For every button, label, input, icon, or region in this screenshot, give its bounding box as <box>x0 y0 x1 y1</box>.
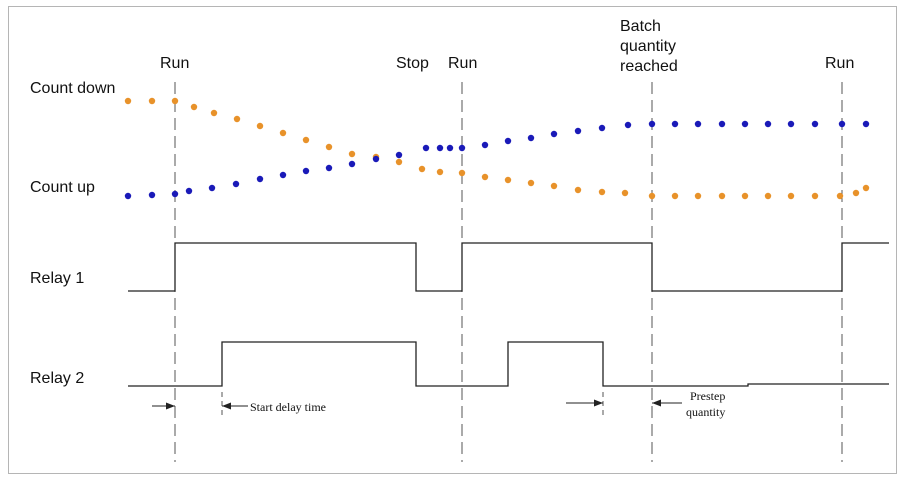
row-label-relay-1: Relay 1 <box>30 270 85 287</box>
prestep-arrowhead-right <box>652 399 661 407</box>
row-label-count-up: Count up <box>30 179 95 196</box>
count-up-dot <box>348 160 356 168</box>
count-up-dot <box>422 144 430 152</box>
prestep-label-line1: Prestep <box>690 389 726 403</box>
count-up-dot <box>279 171 287 179</box>
count-down-dot <box>458 169 466 177</box>
count-down-dot <box>171 97 179 105</box>
count-down-dot <box>190 103 198 111</box>
event-batch-line1: Batch <box>620 18 661 35</box>
count-up-dot <box>574 127 582 135</box>
event-run-1-label: Run <box>160 55 190 72</box>
count-down-dot <box>574 186 582 194</box>
count-up-dot <box>208 184 216 192</box>
count-down-dot <box>395 158 403 166</box>
count-down-dot <box>836 192 844 200</box>
count-down-dot <box>504 176 512 184</box>
count-down-dot <box>671 192 679 200</box>
count-down-dot <box>325 143 333 151</box>
count-up-dot <box>648 120 656 128</box>
event-batch-line3: reached <box>620 58 678 75</box>
count-up-dot <box>694 120 702 128</box>
count-down-dot <box>862 184 870 192</box>
count-up-dot <box>811 120 819 128</box>
count-up-dot <box>764 120 772 128</box>
count-down-dot <box>436 168 444 176</box>
count-down-dot <box>852 189 860 197</box>
count-up-dot <box>302 167 310 175</box>
count-down-dot <box>124 97 132 105</box>
count-down-dot <box>621 189 629 197</box>
count-down-dot <box>279 129 287 137</box>
event-run-2-label: Run <box>448 55 478 72</box>
count-up-dot <box>458 144 466 152</box>
count-up-dot <box>232 180 240 188</box>
count-down-dot <box>811 192 819 200</box>
count-down-dot <box>648 192 656 200</box>
count-down-dot <box>233 115 241 123</box>
count-down-dot <box>481 173 489 181</box>
count-down-dot <box>694 192 702 200</box>
start-delay-arrowhead-left <box>166 402 175 410</box>
count-up-dot <box>148 191 156 199</box>
count-up-dot <box>256 175 264 183</box>
diagram-frame <box>8 6 897 474</box>
count-up-dot <box>671 120 679 128</box>
count-up-dot <box>550 130 558 138</box>
count-up-dot <box>372 155 380 163</box>
event-batch-line2: quantity <box>620 38 677 55</box>
count-up-dot <box>504 137 512 145</box>
count-up-dot <box>527 134 535 142</box>
count-up-dot <box>171 190 179 198</box>
count-down-dot <box>256 122 264 130</box>
count-down-dot <box>718 192 726 200</box>
count-down-dot <box>550 182 558 190</box>
relay-2-waveform <box>128 341 889 387</box>
start-delay-label: Start delay time <box>250 400 326 414</box>
count-down-dot <box>418 165 426 173</box>
count-down-dot <box>787 192 795 200</box>
prestep-arrowhead-left <box>594 399 603 407</box>
count-down-dot <box>302 136 310 144</box>
event-stop-label: Stop <box>396 55 429 72</box>
count-down-dot <box>764 192 772 200</box>
start-delay-arrowhead-right <box>222 402 231 410</box>
count-up-dot <box>718 120 726 128</box>
prestep-label-line2: quantity <box>686 405 726 419</box>
count-up-dot <box>395 151 403 159</box>
count-down-dot <box>348 150 356 158</box>
count-up-dot <box>624 121 632 129</box>
row-label-count-down: Count down <box>30 80 116 97</box>
event-run-3-label: Run <box>825 55 855 72</box>
count-up-dot <box>598 124 606 132</box>
count-down-dot <box>148 97 156 105</box>
count-up-dot <box>185 187 193 195</box>
count-up-dot <box>838 120 846 128</box>
count-down-dot <box>741 192 749 200</box>
count-down-dot <box>210 109 218 117</box>
count-up-dot <box>787 120 795 128</box>
row-label-relay-2: Relay 2 <box>30 370 85 387</box>
relay-1-waveform <box>128 242 889 292</box>
count-up-dot <box>741 120 749 128</box>
count-up-dot <box>436 144 444 152</box>
count-up-dot <box>446 144 454 152</box>
count-up-dot <box>862 120 870 128</box>
count-up-dot <box>124 192 132 200</box>
count-up-dot <box>325 164 333 172</box>
count-down-dot <box>598 188 606 196</box>
count-up-dot <box>481 141 489 149</box>
count-down-dot <box>527 179 535 187</box>
